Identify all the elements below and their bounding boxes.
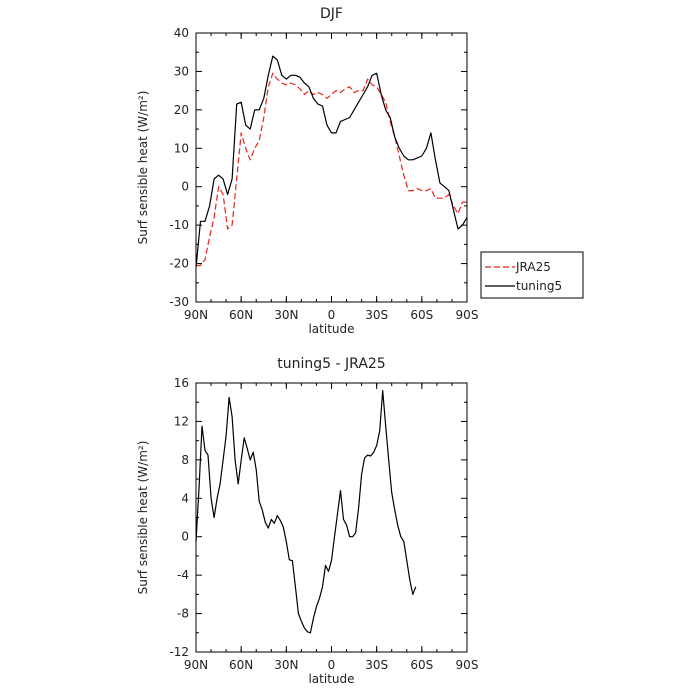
x-tick-label: 90S [456,308,479,322]
y-tick-label: 0 [181,180,189,194]
chart-title: tuning5 - JRA25 [277,356,385,372]
y-tick-label: -20 [169,257,189,271]
y-tick-label: 4 [181,491,189,505]
y-axis-label: Surf sensible heat (W/m²) [136,91,150,245]
x-tick-label: 30N [274,308,298,322]
x-tick-label: 0 [328,658,336,672]
series-line-tuning5 [195,55,468,268]
y-tick-label: -10 [169,218,189,232]
bottom-chart-difference: tuning5 - JRA25 90N 60N 30N 0 30S 60S 90S -12 -8 -… [136,356,478,686]
y-axis-label: Surf sensible heat (W/m²) [136,441,150,595]
x-tick-label: 60N [229,658,253,672]
y-tick-label: 8 [181,453,189,467]
y-tick-label: 16 [174,376,189,390]
x-tick-label: 60S [410,308,433,322]
y-tick-label: -8 [177,607,189,621]
top-chart-djf: DJF 90N 60N 30N 0 30S 60S 90S -30 -20 -10 0 10 20 30 40… [136,6,584,336]
legend: JRA25 tuning5 [480,251,584,299]
x-tick-label: 60N [229,308,253,322]
legend-box [480,251,584,299]
plot-frame [195,32,468,303]
y-tick-label: -30 [169,295,189,309]
y-tick-label: 30 [174,64,189,78]
y-tick-label: -4 [177,568,189,582]
plot-frame [195,382,468,653]
x-tick-label: 0 [328,308,336,322]
legend-label-jra25: JRA25 [515,260,551,274]
x-tick-label: 30N [274,658,298,672]
x-tick-label: 60S [410,658,433,672]
x-tick-label: 90S [456,658,479,672]
y-tick-label: 10 [174,141,189,155]
x-axis-label: latitude [308,672,354,686]
x-tick-label: 90N [184,308,208,322]
y-tick-label: 40 [174,26,189,40]
series-line-difference [195,390,417,634]
x-tick-label: 30S [365,308,388,322]
x-tick-label: 30S [365,658,388,672]
series-line-jra25 [196,72,467,267]
y-tick-label: 20 [174,103,189,117]
y-tick-label: 12 [174,414,189,428]
legend-label-tuning5: tuning5 [516,279,562,293]
x-axis-label: latitude [308,322,354,336]
x-tick-label: 90N [184,658,208,672]
y-tick-label: 0 [181,530,189,544]
chart-title: DJF [320,6,343,22]
y-tick-label: -12 [169,645,189,659]
